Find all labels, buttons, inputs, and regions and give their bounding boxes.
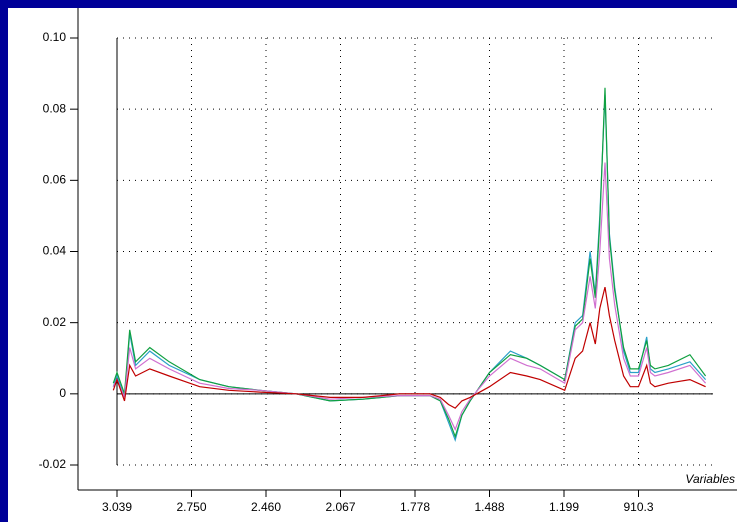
y-tick-label: 0 — [59, 386, 66, 400]
series-line — [112, 87, 707, 439]
series-line — [112, 162, 707, 431]
y-tick-label: 0.08 — [43, 101, 67, 115]
x-tick-label: 3.039 — [102, 500, 132, 514]
x-tick-label: 1.199 — [549, 500, 579, 514]
x-tick-label: 2.460 — [251, 500, 281, 514]
x-tick-label: 2.067 — [325, 500, 355, 514]
y-tick-label: -0.02 — [39, 457, 67, 471]
x-axis-label: Variables — [685, 472, 735, 486]
plot-background — [8, 8, 737, 522]
y-tick-label: 0.04 — [43, 244, 67, 258]
x-tick-label: 910.3 — [623, 500, 653, 514]
x-tick-label: 1.488 — [474, 500, 504, 514]
y-tick-label: 0.02 — [43, 315, 67, 329]
x-tick-label: 2.750 — [176, 500, 206, 514]
x-tick-label: 1.778 — [400, 500, 430, 514]
y-tick-label: 0.10 — [43, 30, 67, 44]
series-line — [112, 286, 706, 409]
y-tick-label: 0.06 — [43, 173, 67, 187]
